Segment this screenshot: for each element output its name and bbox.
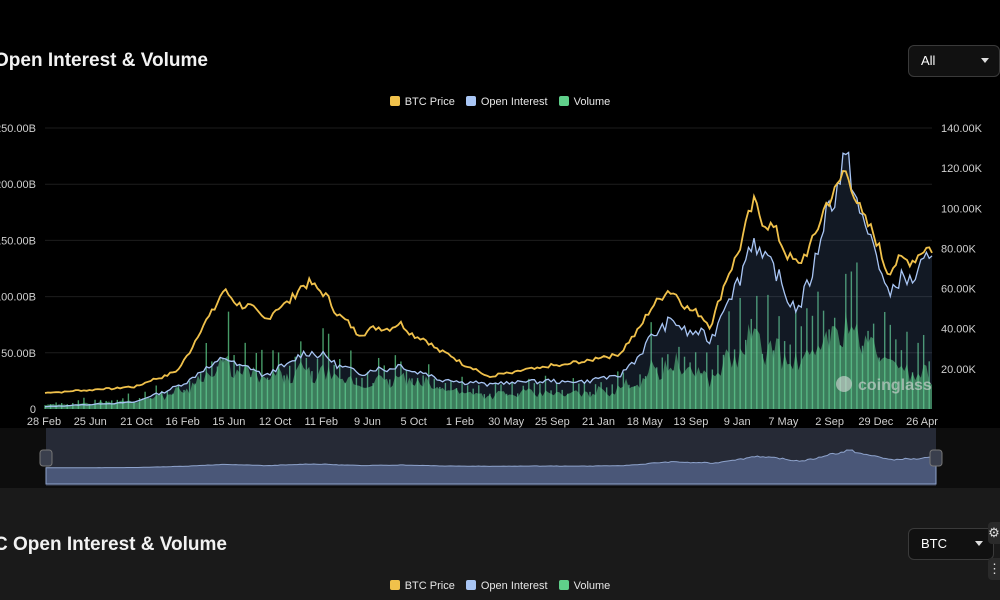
main-chart[interactable]: 0 50.00B 100.00B 150.00B 200.00B 250.00B 20.0… [0,0,1000,488]
btc-price-line [44,170,933,394]
range-handle-left[interactable] [39,449,53,467]
y-left-tick-label: 50.00B [1,348,36,360]
x-tick-label: 25 Sep [535,416,570,428]
y-right-tick-label: 100.00K [941,203,983,215]
watermark-text: coinglass [858,377,932,394]
x-tick-label: 21 Oct [120,416,152,428]
open-interest-area [45,152,932,409]
range-handle-right[interactable] [929,449,943,467]
x-tick-label: 15 Jun [212,416,245,428]
y-right-tick-label: 60.00K [941,284,977,296]
y-right-tick-label: 120.00K [941,163,983,175]
y-left-tick-label: 200.00B [0,179,36,191]
range-select-value: All [921,53,936,68]
y-left-tick-label: 250.00B [0,123,36,135]
x-tick-label: 1 Feb [446,416,474,428]
y-left-tick-label: 0 [30,404,36,416]
legend-item-volume[interactable]: Volume [558,96,610,108]
chevron-down-icon [981,58,989,63]
legend-item-open-interest[interactable]: Open Interest [465,96,548,108]
volume-area [45,311,932,409]
y-right-tick-label: 20.00K [941,364,977,376]
x-tick-label: 12 Oct [259,416,291,428]
x-tick-label: 25 Jun [74,416,107,428]
x-tick-label: 21 Jan [582,416,615,428]
x-tick-label: 13 Sep [674,416,709,428]
x-tick-label: 28 Feb [27,416,61,428]
x-tick-label: 30 May [488,416,525,428]
y-left-tick-label: 100.00B [0,292,36,304]
coinglass-watermark: coinglass [836,376,932,394]
chart-legend-2: BTC Price Open Interest Volume [0,580,1000,592]
x-tick-label: 5 Oct [401,416,427,428]
coin-select-value: BTC [921,536,947,551]
gear-icon[interactable]: ⚙ [988,522,1000,544]
range-navigator[interactable] [0,428,1000,498]
chart-panel-2: C Open Interest & Volume BTC ⚙ ⋮ BTC Pri… [0,488,1000,600]
x-tick-label: 11 Feb [305,416,338,428]
x-tick-label: 26 Apr [906,416,938,428]
x-tick-label: 9 Jan [724,416,751,428]
legend-item-btc-price[interactable]: BTC Price [389,580,455,592]
legend-item-btc-price[interactable]: BTC Price [389,96,455,108]
y-right-tick-label: 140.00K [941,123,983,135]
x-tick-label: 7 May [768,416,798,428]
open-interest-line [44,151,933,408]
chart-title: Open Interest & Volume [0,50,208,71]
y-left-tick-label: 150.00B [0,235,36,247]
more-icon[interactable]: ⋮ [988,558,1000,580]
x-tick-label: 9 Jun [354,416,381,428]
x-tick-label: 18 May [627,416,664,428]
chart-panel-1: Open Interest & Volume All BTC Price Ope… [0,0,1000,488]
chevron-down-icon [975,541,983,546]
coin-select[interactable]: BTC [908,528,994,560]
x-tick-label: 16 Feb [166,416,200,428]
chart-title-2: C Open Interest & Volume [0,534,227,555]
chart-legend: BTC Price Open Interest Volume [0,96,1000,108]
legend-item-open-interest[interactable]: Open Interest [465,580,548,592]
legend-item-volume[interactable]: Volume [558,580,610,592]
y-right-tick-label: 80.00K [941,243,977,255]
x-tick-label: 2 Sep [815,416,844,428]
y-right-tick-label: 40.00K [941,324,977,336]
x-tick-label: 29 Dec [858,416,893,428]
